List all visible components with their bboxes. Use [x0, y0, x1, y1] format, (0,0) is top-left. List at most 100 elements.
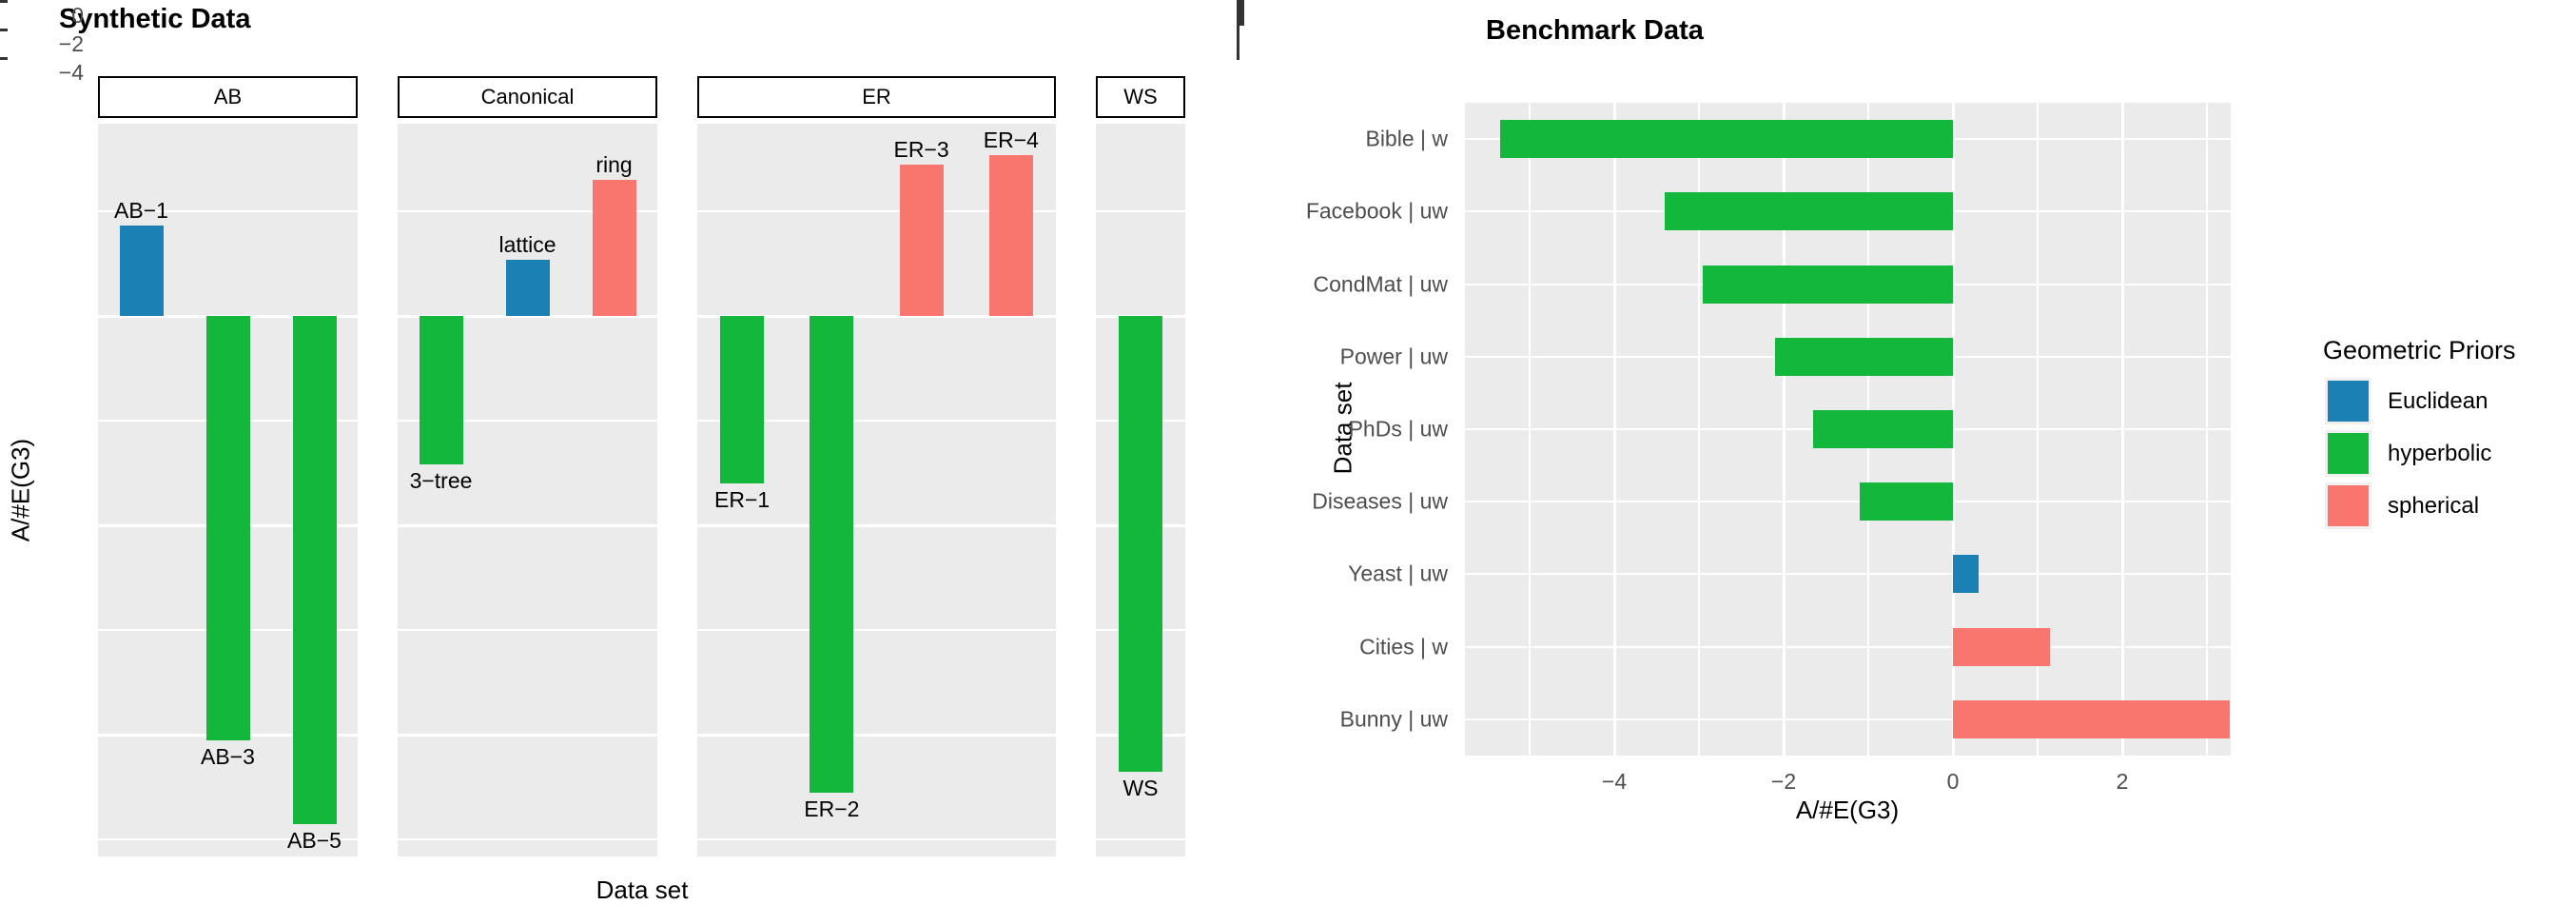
bar-ab-3 [205, 316, 250, 740]
legend-item-label-euclidean: Euclidean [2388, 388, 2488, 414]
bar-diseases-uw [1860, 482, 1953, 521]
x-axis-tick [1237, 34, 1239, 43]
bar-lattice [505, 259, 550, 316]
x-axis-tick [1237, 26, 1239, 34]
gridline-category [1465, 573, 2231, 576]
legend-items: Euclidean hyperbolic spherical [2323, 333, 2576, 542]
gridline-minor [697, 838, 1056, 840]
gridline-minor [98, 838, 358, 840]
bar-label-er-2: ER−2 [804, 796, 860, 821]
x-axis-tick-label: 2 [2116, 769, 2129, 794]
legend-key-spherical [2325, 482, 2371, 529]
gridline-minor [398, 838, 657, 840]
y-axis-tick [1237, 6, 1244, 9]
y-axis-tick [0, 57, 8, 60]
benchmark-chart: Benchmark Data Data set A/#E(G3) Bible |… [1237, 0, 2576, 905]
y-axis-tick [1237, 14, 1244, 17]
bar-ab-5 [292, 316, 337, 824]
gridline-minor [398, 210, 657, 212]
bar-yeast-uw [1953, 555, 1979, 594]
bar-ws [1119, 316, 1162, 772]
category-label-diseases-uw: Diseases | uw [1312, 488, 1448, 514]
bar-3-tree [419, 316, 463, 465]
bar-bible-w [1499, 120, 1953, 159]
y-axis-tick-label: −2 [58, 31, 84, 56]
gridline-major [398, 314, 657, 318]
x-axis-tick-label: −4 [1601, 769, 1628, 794]
benchmark-chart-title: Benchmark Data [1486, 15, 1704, 46]
facet-strip-ab: AB [98, 76, 358, 118]
x-axis-tick-label: 0 [1946, 769, 1960, 794]
x-axis-tick [1237, 51, 1239, 60]
bar-label-er-1: ER−1 [714, 487, 771, 512]
gridline-major [697, 314, 1056, 318]
bar-er-3 [899, 164, 944, 316]
y-axis-tick [1237, 17, 1244, 20]
gridline-minor [398, 629, 657, 631]
gridline-major [398, 523, 657, 527]
gridline-category [1465, 645, 2231, 648]
y-axis-tick-label: −4 [58, 60, 84, 85]
category-label-cities-w: Cities | w [1359, 634, 1448, 659]
bar-ab-1 [119, 226, 164, 316]
bar-label-3-tree: 3−tree [409, 468, 473, 494]
bar-ring [592, 180, 636, 316]
category-label-bible-w: Bible | w [1365, 126, 1448, 151]
bar-label-er-4: ER−4 [983, 127, 1039, 152]
gridline-category [1465, 718, 2231, 720]
y-axis-tick [0, 29, 8, 31]
y-axis-tick-label: 0 [71, 3, 84, 28]
gridline-major [697, 523, 1056, 527]
synthetic-chart-title: Synthetic Data [59, 4, 251, 34]
bar-label-er-3: ER−3 [893, 136, 949, 162]
bar-label-ab-3: AB−3 [201, 743, 255, 769]
gridline-minor [1096, 838, 1185, 840]
x-axis-tick-label: −2 [1770, 769, 1797, 794]
legend: Geometric Priors Euclidean hyperbolic sphe… [2323, 333, 2576, 542]
legend-swatch-euclidean [2328, 381, 2369, 422]
category-label-facebook-uw: Facebook | uw [1305, 198, 1448, 224]
legend-swatch-hyperbolic [2328, 433, 2369, 474]
bar-er-1 [720, 316, 765, 483]
y-axis-tick [1237, 20, 1244, 23]
benchmark-x-axis-title: A/#E(G3) [1795, 796, 1900, 824]
bar-label-ab-5: AB−5 [287, 827, 342, 853]
bar-cities-w [1953, 627, 2051, 666]
y-axis-tick [1237, 9, 1244, 11]
legend-key-euclidean [2325, 378, 2371, 424]
legend-title: Geometric Priors [2323, 336, 2516, 364]
legend-item-label-spherical: spherical [2388, 493, 2480, 519]
bar-label-ab-1: AB−1 [114, 198, 168, 224]
synthetic-x-axis-title: Data set [595, 875, 689, 904]
y-axis-tick [1237, 23, 1244, 26]
synthetic-plot-area: 0 −2 −4 AB AB−1 AB−3 AB−5 Canonical 3−tree lattic… [0, 0, 1237, 905]
facet-strip-er: ER [697, 76, 1056, 118]
category-label-yeast-uw: Yeast | uw [1348, 561, 1448, 586]
gridline-minor [697, 420, 1056, 422]
category-label-bunny-uw: Bunny | uw [1339, 706, 1448, 732]
y-axis-tick [1237, 3, 1244, 6]
bar-er-2 [810, 316, 854, 793]
bar-er-4 [988, 154, 1033, 316]
bar-phds-uw [1813, 410, 1953, 448]
bar-power-uw [1775, 337, 1953, 376]
gridline-major [697, 733, 1056, 737]
gridline-minor [697, 629, 1056, 631]
gridline-category [1465, 501, 2231, 503]
bar-bunny-uw [1953, 699, 2231, 738]
gridline-minor [1096, 210, 1185, 212]
y-axis-tick [1237, 11, 1244, 14]
category-label-phds-uw: PhDs | uw [1348, 416, 1448, 442]
synthetic-chart: Synthetic Data A/#E(G3) Data set 0 −2 −4 AB… [0, 0, 1237, 905]
bar-facebook-uw [1665, 192, 1953, 231]
facet-strip-ws: WS [1096, 76, 1185, 118]
x-axis-tick [1237, 43, 1239, 51]
category-label-power-uw: Power | uw [1339, 344, 1448, 369]
gridline-minor [398, 420, 657, 422]
gridline-minor [697, 210, 1056, 212]
bar-label-ws: WS [1122, 775, 1159, 800]
bar-condmat-uw [1703, 265, 1953, 304]
category-label-condmat-uw: CondMat | uw [1313, 271, 1448, 297]
legend-item-label-hyperbolic: hyperbolic [2388, 441, 2492, 466]
